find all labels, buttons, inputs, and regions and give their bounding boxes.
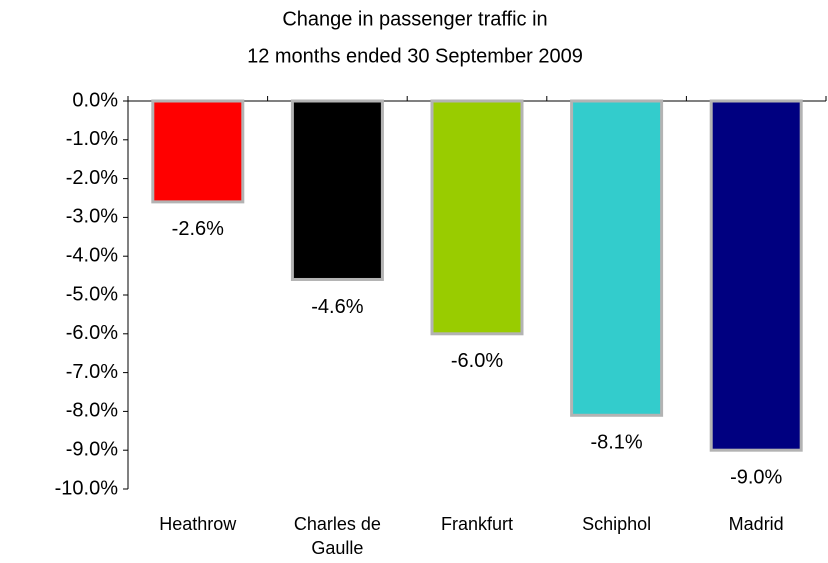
y-tick-label: -10.0% xyxy=(55,477,119,499)
bar xyxy=(290,99,384,281)
chart-title: Change in passenger traffic in xyxy=(282,8,547,30)
y-tick-label: -9.0% xyxy=(66,438,118,460)
bar xyxy=(430,99,524,336)
y-tick-label: -6.0% xyxy=(66,322,118,344)
y-tick-label: -4.0% xyxy=(66,244,118,266)
bar xyxy=(570,99,664,417)
x-tick-label: Schiphol xyxy=(582,514,652,534)
y-tick-label: -3.0% xyxy=(66,206,118,228)
x-tick-label: Madrid xyxy=(728,514,784,534)
x-tick-label: Frankfurt xyxy=(440,514,514,534)
x-tick-label: Heathrow xyxy=(159,514,237,534)
x-tick-label: Charles de Gaulle xyxy=(293,514,381,558)
chart-title: 12 months ended 30 September 2009 xyxy=(247,45,583,67)
y-tick-label: -7.0% xyxy=(66,361,118,383)
y-tick-label: -5.0% xyxy=(66,283,118,305)
y-tick-label: -8.0% xyxy=(66,400,118,422)
data-label: -4.6% xyxy=(311,296,363,318)
y-tick-label: -2.0% xyxy=(66,167,118,189)
data-label: -6.0% xyxy=(451,350,503,372)
y-tick-label: -1.0% xyxy=(66,128,118,150)
bar xyxy=(151,99,245,204)
data-label: -8.1% xyxy=(590,432,642,454)
data-label: -2.6% xyxy=(172,218,224,240)
data-label: -9.0% xyxy=(730,466,782,488)
bar xyxy=(709,99,803,452)
y-tick-label: 0.0% xyxy=(72,89,118,111)
